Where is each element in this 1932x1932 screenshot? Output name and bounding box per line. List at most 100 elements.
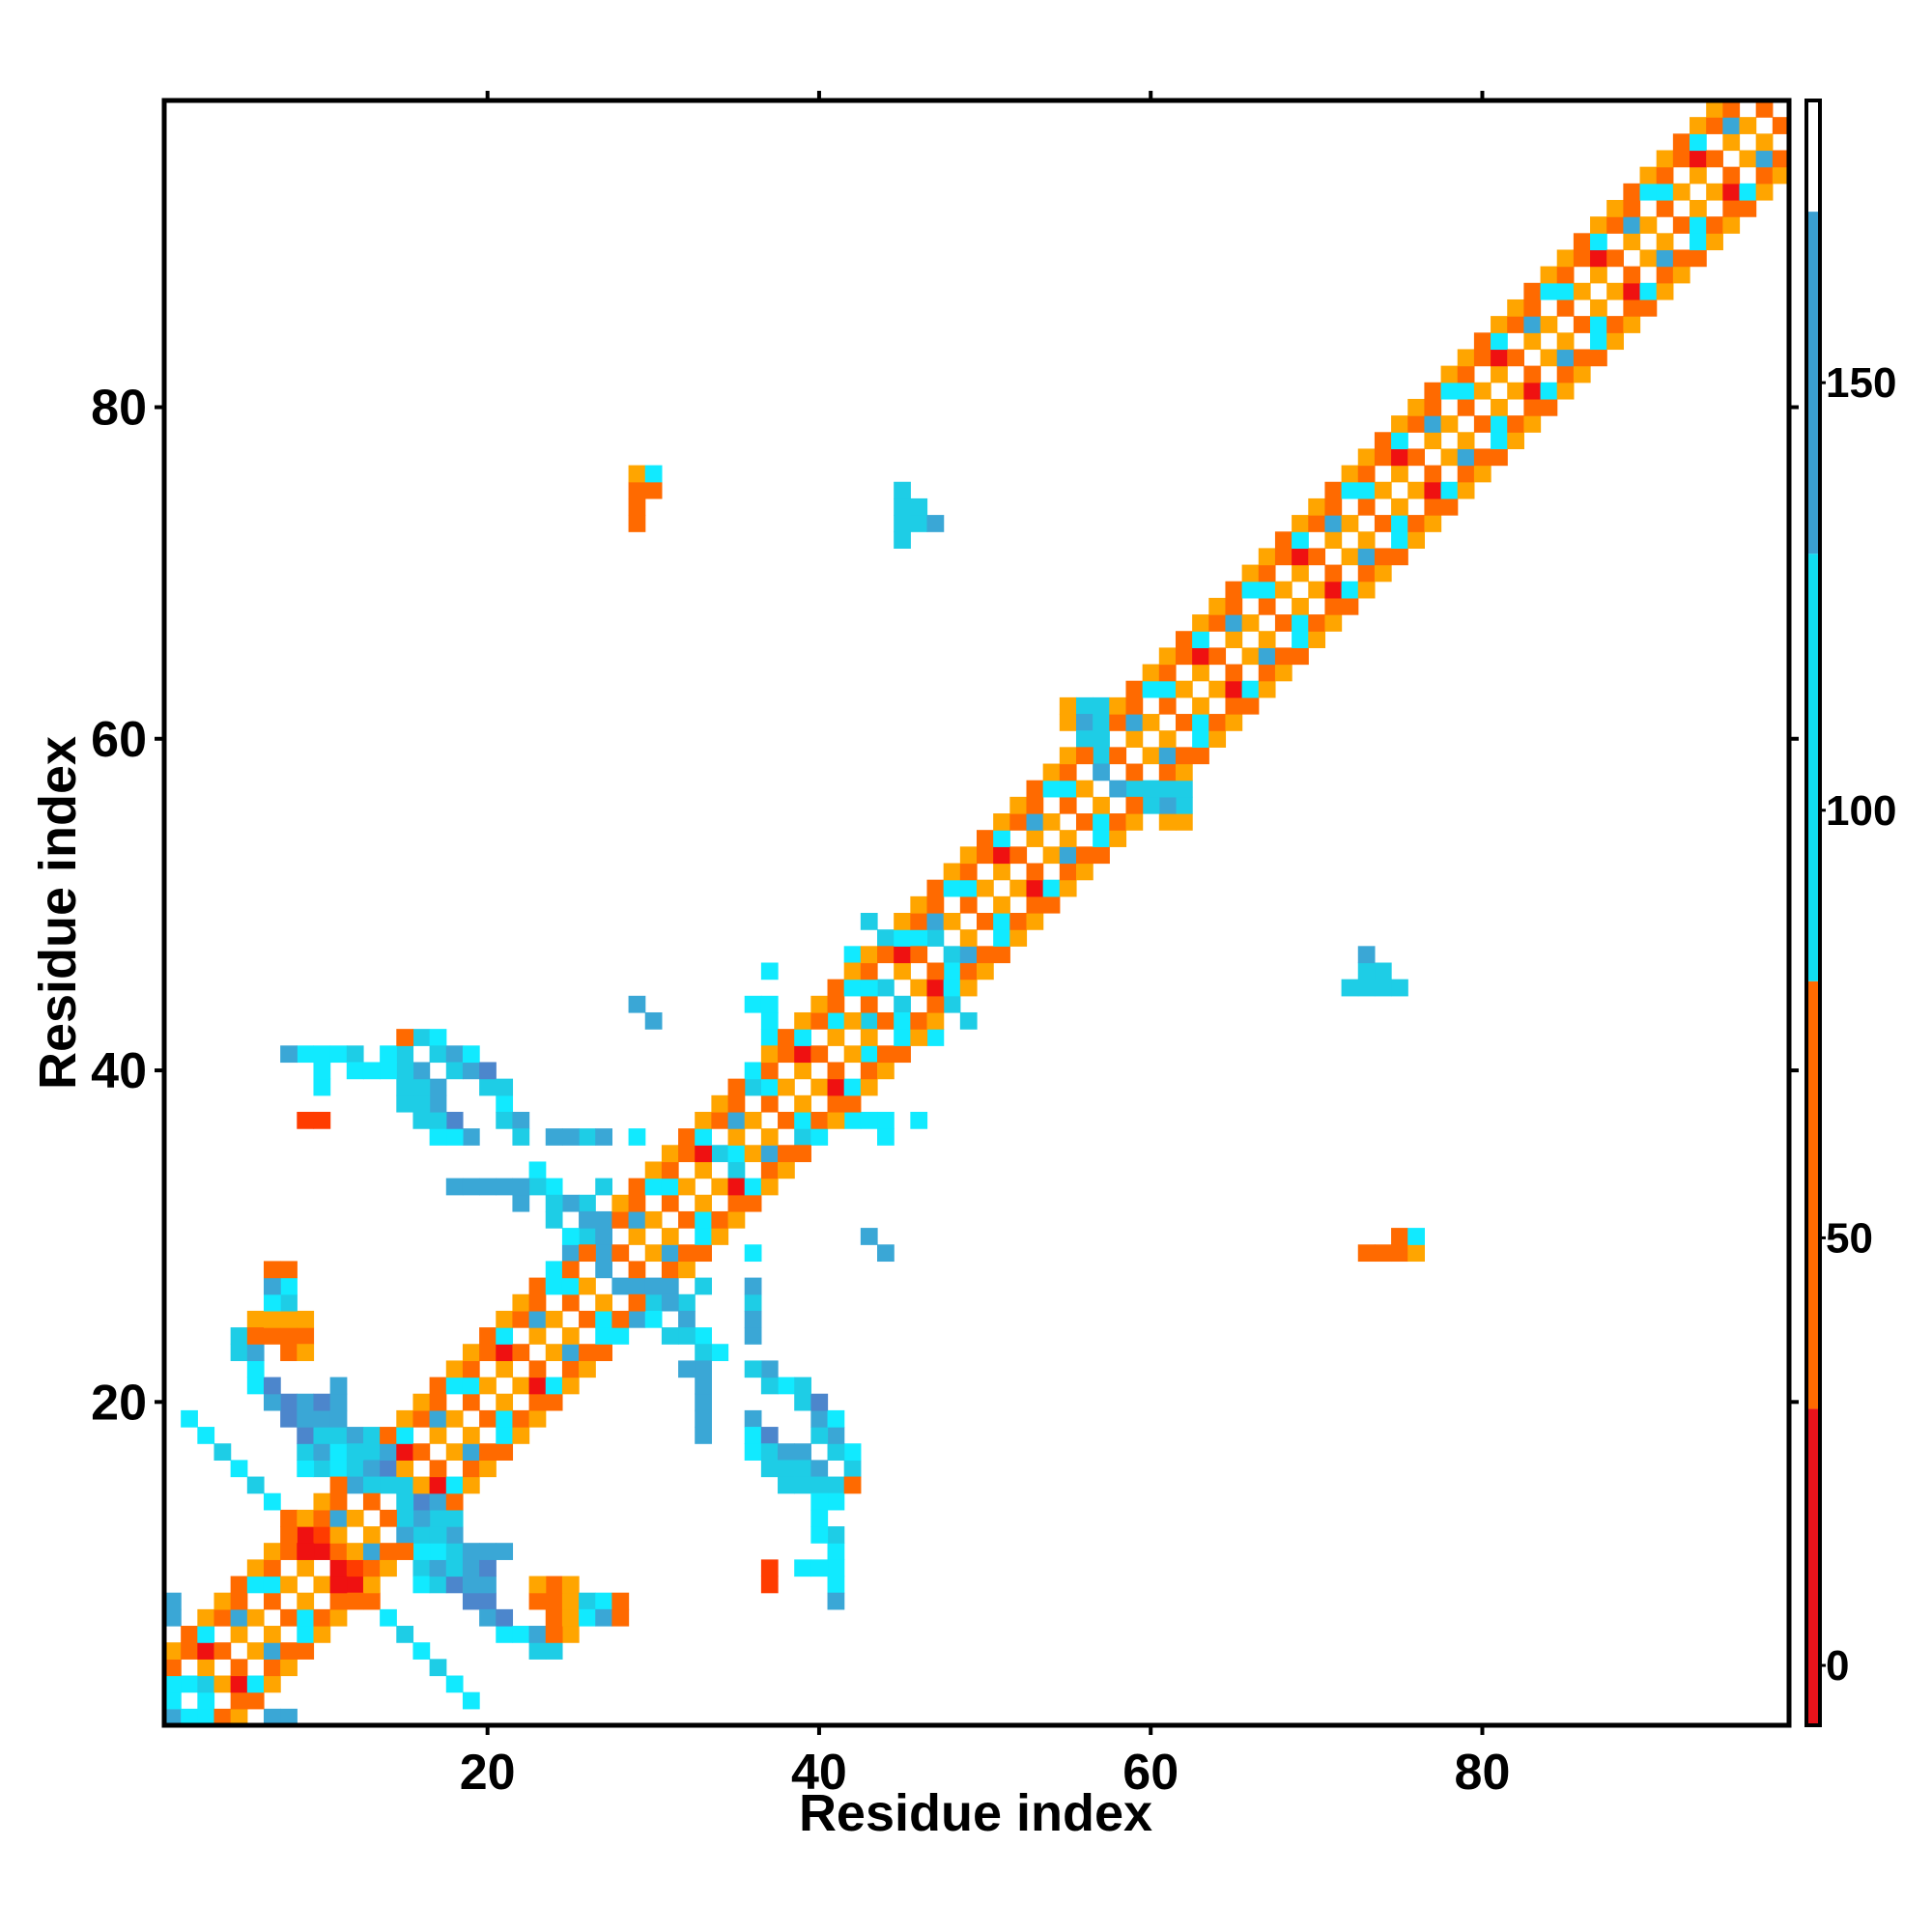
heatmap-cell	[810, 1128, 829, 1146]
heatmap-cell	[595, 1592, 612, 1610]
heatmap-cell	[346, 1543, 364, 1560]
heatmap-cell	[429, 1094, 447, 1113]
heatmap-cell	[164, 1675, 182, 1693]
heatmap-cell	[1225, 631, 1243, 648]
heatmap-cell	[512, 1310, 530, 1328]
heatmap-cell	[611, 1194, 630, 1212]
heatmap-cell	[545, 1194, 563, 1212]
heatmap-cell	[1623, 199, 1641, 217]
heatmap-cell	[429, 1509, 447, 1527]
heatmap-cell	[1125, 763, 1144, 781]
heatmap-cells	[164, 100, 1790, 1726]
heatmap-cell	[545, 1277, 563, 1295]
heatmap-cell	[1308, 548, 1326, 566]
heatmap-cell	[910, 913, 928, 930]
x-tick-label: 40	[791, 1745, 847, 1801]
heatmap-cell	[661, 1178, 679, 1196]
heatmap-cell	[794, 1559, 811, 1577]
heatmap-cell	[579, 1592, 596, 1610]
heatmap-cell	[843, 946, 862, 964]
heatmap-cell	[280, 1509, 298, 1527]
heatmap-cell	[297, 1592, 315, 1610]
heatmap-cell	[329, 1492, 348, 1511]
heatmap-cell	[1192, 647, 1209, 666]
heatmap-cell	[1374, 564, 1392, 582]
heatmap-cell	[396, 1029, 414, 1046]
heatmap-cell	[943, 946, 961, 964]
heatmap-cell	[479, 1062, 497, 1080]
heatmap-cell	[545, 1210, 563, 1229]
heatmap-cell	[545, 1393, 563, 1411]
heatmap-cell	[297, 1427, 315, 1444]
heatmap-cell	[346, 1045, 364, 1064]
heatmap-cell	[794, 1460, 811, 1478]
heatmap-cell	[561, 1128, 580, 1146]
heatmap-cell	[1656, 199, 1674, 217]
heatmap-cell	[1192, 631, 1209, 648]
colorbar-tick-label: 150	[1826, 359, 1896, 407]
heatmap-cell	[894, 1045, 911, 1064]
heatmap-cell	[977, 830, 994, 847]
heatmap-cell	[197, 1708, 215, 1726]
heatmap-cell	[910, 946, 928, 964]
heatmap-cell	[213, 1708, 232, 1726]
heatmap-cell	[396, 1509, 414, 1527]
heatmap-cell	[1075, 813, 1094, 831]
heatmap-cell	[695, 1393, 712, 1411]
heatmap-cell	[977, 879, 994, 897]
heatmap-cell	[810, 1476, 829, 1494]
heatmap-cell	[794, 1011, 811, 1030]
heatmap-cell	[860, 1045, 878, 1064]
heatmap-cell	[1274, 548, 1293, 566]
heatmap-cell	[1755, 100, 1774, 118]
heatmap-cell	[1192, 747, 1209, 765]
heatmap-cell	[744, 1244, 762, 1263]
heatmap-cell	[579, 1210, 596, 1229]
heatmap-cell	[695, 1161, 712, 1179]
heatmap-cell	[297, 1443, 315, 1461]
heatmap-cell	[380, 1460, 397, 1478]
heatmap-cell	[910, 497, 928, 516]
heatmap-cell	[445, 1377, 464, 1395]
heatmap-cell	[1009, 929, 1028, 947]
colorbar: 0 50 100 150	[1804, 99, 1896, 1727]
heatmap-cell	[843, 962, 862, 980]
heatmap-cell	[661, 1277, 679, 1295]
heatmap-cell	[943, 879, 961, 897]
heatmap-cell	[280, 1708, 298, 1726]
heatmap-cell	[528, 1409, 547, 1428]
heatmap-cell	[993, 913, 1010, 930]
heatmap-cell	[760, 1443, 779, 1461]
heatmap-cell	[943, 863, 961, 881]
heatmap-cell	[346, 1576, 364, 1594]
heatmap-cell	[479, 1409, 497, 1428]
heatmap-cell	[695, 1377, 712, 1395]
heatmap-cell	[1125, 680, 1144, 698]
heatmap-cell	[1158, 647, 1177, 666]
heatmap-cell	[877, 1045, 895, 1064]
heatmap-cell	[496, 1427, 514, 1444]
heatmap-cell	[1357, 548, 1376, 566]
heatmap-cell	[528, 1360, 547, 1378]
heatmap-cell	[810, 1509, 829, 1527]
heatmap-cell	[1292, 531, 1309, 549]
heatmap-cell	[760, 1011, 779, 1030]
heatmap-cell	[313, 1409, 331, 1428]
heatmap-cell	[1391, 515, 1408, 532]
heatmap-cell	[1009, 813, 1028, 831]
heatmap-cell	[396, 1626, 414, 1643]
plot-frame	[161, 98, 1792, 1728]
heatmap-cell	[1357, 1244, 1376, 1263]
heatmap-cell	[1059, 696, 1077, 715]
heatmap-cell	[1175, 813, 1193, 831]
heatmap-cell	[445, 1178, 464, 1196]
heatmap-cell	[496, 1078, 514, 1096]
heatmap-cell	[462, 1344, 480, 1361]
heatmap-cell	[213, 1443, 232, 1461]
heatmap-cell	[280, 1642, 298, 1660]
heatmap-cell	[1573, 233, 1591, 251]
heatmap-cell	[263, 1393, 281, 1411]
heatmap-cell	[794, 1145, 811, 1163]
heatmap-cell	[843, 1094, 862, 1113]
heatmap-cell	[843, 1476, 862, 1494]
